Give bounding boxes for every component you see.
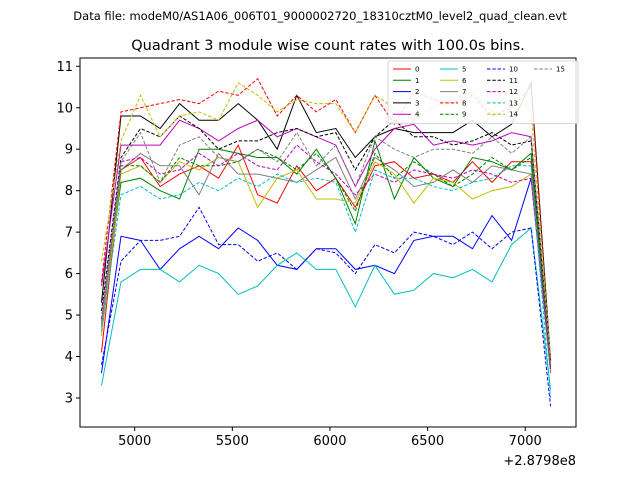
series-line-7 [101, 152, 552, 374]
legend-label-11: 11 [509, 77, 518, 85]
series-layer [101, 77, 552, 407]
y-tick-label-8: 8 [65, 184, 73, 199]
legend-label-5: 5 [462, 66, 466, 74]
series-line-5 [101, 227, 552, 390]
legend-label-10: 10 [509, 66, 518, 74]
legend-label-1: 1 [415, 77, 419, 85]
series-line-15 [101, 131, 552, 365]
y-tick-label-11: 11 [56, 60, 73, 75]
y-tick-label-10: 10 [56, 101, 73, 116]
series-line-9 [101, 148, 552, 370]
data-file-label: Data file: modeM0/AS1A06_006T01_90000027… [73, 9, 567, 23]
legend-label-13: 13 [509, 99, 518, 107]
series-line-13 [101, 165, 552, 399]
legend-label-9: 9 [462, 111, 466, 119]
y-axis: 3 4 5 6 7 8 9 10 11 [56, 60, 80, 406]
x-tick-label-6500: 6500 [411, 434, 444, 449]
series-line-11 [101, 115, 552, 361]
y-tick-label-6: 6 [65, 267, 73, 282]
y-tick-label-9: 9 [65, 143, 73, 158]
series-line-4 [101, 119, 552, 365]
series-line-2 [101, 178, 552, 374]
legend-label-8: 8 [462, 99, 466, 107]
legend-label-7: 7 [462, 88, 466, 96]
x-tick-label-7000: 7000 [509, 434, 542, 449]
legend-box [387, 60, 579, 124]
legend-label-15: 15 [556, 66, 565, 74]
y-tick-label-5: 5 [65, 309, 73, 324]
plot-frame [79, 57, 577, 428]
x-offset-label: +2.8798e8 [503, 454, 576, 469]
chart-title: Quadrant 3 module wise count rates with … [131, 38, 525, 54]
series-line-0 [101, 143, 552, 361]
series-line-1 [101, 139, 552, 365]
x-axis: 5000 5500 6000 6500 7000 [118, 427, 542, 449]
series-line-14 [101, 82, 552, 361]
legend-label-2: 2 [415, 88, 419, 96]
series-line-10 [101, 206, 552, 407]
x-tick-label-6000: 6000 [313, 434, 346, 449]
legend-label-4: 4 [415, 111, 420, 119]
x-tick-label-5500: 5500 [216, 434, 249, 449]
legend-label-3: 3 [415, 99, 419, 107]
y-tick-label-4: 4 [65, 350, 73, 365]
x-tick-label-5000: 5000 [118, 434, 151, 449]
series-line-6 [101, 156, 552, 374]
y-tick-label-3: 3 [65, 391, 73, 406]
legend-label-6: 6 [462, 77, 467, 85]
y-tick-label-7: 7 [65, 226, 73, 241]
legend-label-14: 14 [509, 111, 518, 119]
legend-label-0: 0 [415, 66, 419, 74]
series-line-3 [101, 80, 552, 361]
legend-label-12: 12 [509, 88, 518, 96]
series-line-12 [101, 144, 552, 370]
